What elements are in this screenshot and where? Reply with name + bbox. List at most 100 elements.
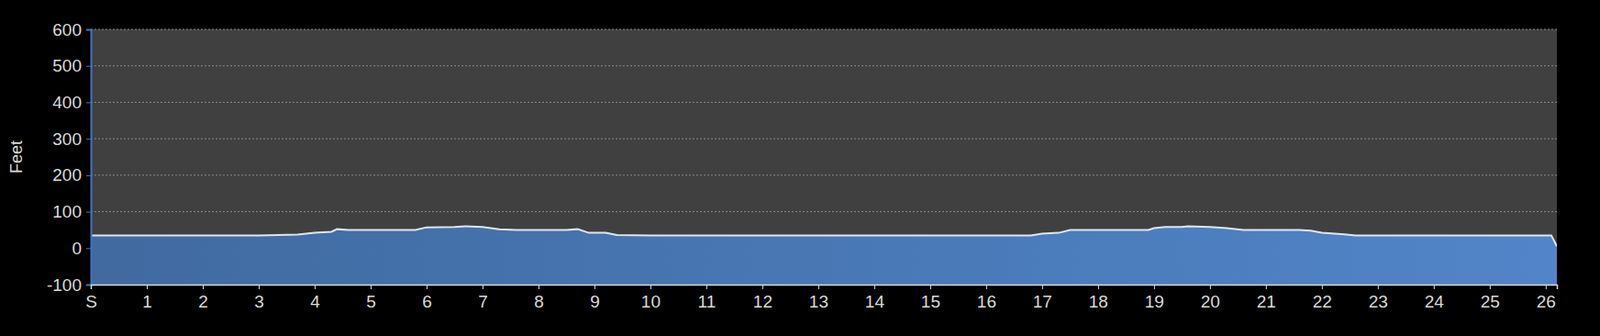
x-tick-mark	[874, 284, 876, 289]
x-tick-mark	[258, 284, 260, 289]
y-tick-mark	[86, 138, 91, 140]
x-tick: 15	[921, 284, 941, 312]
x-axis: S123456789101112131415161718192021222324…	[85, 284, 1557, 312]
x-tick-label: 13	[809, 291, 829, 312]
x-tick-mark	[426, 284, 428, 289]
y-tick-mark	[86, 247, 91, 249]
x-tick-label: 22	[1312, 291, 1333, 312]
x-tick-label: 6	[422, 291, 433, 312]
y-tick-mark	[86, 66, 91, 67]
x-tick-mark	[930, 284, 932, 289]
x-tick-label: 8	[533, 291, 545, 312]
y-tick-mark	[86, 284, 91, 286]
x-tick-label: 3	[254, 291, 265, 312]
x-tick: 5	[366, 284, 377, 312]
x-tick: 9	[589, 284, 600, 312]
x-tick-label: 17	[1033, 291, 1053, 312]
x-tick-mark	[706, 284, 708, 289]
x-axis-line	[91, 285, 1558, 290]
grid-line	[90, 29, 1557, 31]
grid-line	[90, 101, 1557, 103]
x-tick: 23	[1368, 284, 1389, 312]
x-tick-label: 5	[366, 291, 377, 312]
x-tick-label: 24	[1424, 291, 1445, 312]
x-tick-label: 20	[1200, 291, 1221, 312]
x-tick: S	[85, 284, 98, 312]
x-tick-label: 19	[1144, 291, 1165, 312]
elevation-line	[90, 225, 1557, 246]
x-tick: 16	[977, 284, 997, 312]
x-tick-label: 11	[698, 291, 717, 312]
x-tick-label: 15	[921, 291, 941, 312]
x-tick: 11	[698, 284, 717, 312]
x-tick: 1	[142, 284, 153, 312]
y-tick-mark	[86, 175, 91, 177]
plot-background	[90, 29, 1557, 285]
grid-line	[90, 211, 1557, 212]
x-tick-mark	[1489, 284, 1491, 289]
x-tick-mark	[1545, 284, 1547, 289]
y-tick-label: 300	[52, 129, 82, 149]
y-tick: 400	[52, 92, 91, 112]
x-tick-mark	[146, 284, 148, 289]
x-tick-label: 21	[1256, 291, 1277, 312]
x-tick-mark	[538, 284, 540, 289]
x-tick-label: 12	[753, 291, 773, 312]
x-tick-mark	[1098, 284, 1100, 289]
x-tick: 6	[422, 284, 433, 312]
y-tick-mark	[86, 29, 91, 31]
x-tick-mark	[1266, 284, 1267, 289]
x-tick-label: 14	[865, 291, 886, 312]
x-tick-label: 25	[1480, 291, 1500, 312]
y-tick-label: 0	[71, 238, 82, 258]
y-tick-label: -100	[46, 275, 82, 295]
grid-line	[90, 65, 1557, 67]
y-tick: 0	[71, 238, 91, 258]
x-tick: 19	[1144, 284, 1165, 312]
x-tick: 17	[1033, 284, 1053, 312]
x-tick-label: 9	[589, 291, 600, 312]
x-tick: 18	[1088, 284, 1109, 312]
x-tick-mark	[762, 284, 764, 289]
x-tick: 12	[753, 284, 773, 312]
x-tick: 2	[198, 284, 209, 312]
x-tick-mark	[1377, 284, 1379, 289]
x-tick-mark	[1210, 284, 1212, 289]
x-tick: 13	[809, 284, 829, 312]
x-tick-label: 18	[1088, 291, 1109, 312]
y-tick: 300	[52, 129, 91, 149]
x-tick-label: 2	[198, 291, 209, 312]
y-tick-label: 400	[52, 92, 82, 112]
x-tick-mark	[650, 284, 652, 289]
x-tick-mark	[986, 284, 988, 289]
x-tick: 25	[1480, 284, 1500, 312]
x-tick-mark	[90, 284, 92, 289]
elevation-area	[90, 225, 1557, 285]
x-tick: 20	[1200, 284, 1221, 312]
grid	[90, 29, 1557, 285]
x-tick-label: 4	[310, 291, 321, 312]
x-tick-mark	[314, 284, 316, 289]
x-tick-mark	[1042, 284, 1044, 289]
grid-line	[90, 138, 1557, 140]
x-tick-mark	[818, 284, 820, 289]
x-tick-mark	[1154, 284, 1156, 289]
x-tick: 7	[477, 284, 489, 312]
y-tick: -100	[46, 275, 91, 295]
y-tick-label: 500	[52, 55, 82, 76]
x-tick-label: 10	[641, 291, 661, 312]
x-tick-mark	[1433, 284, 1435, 289]
x-tick: 10	[641, 284, 661, 312]
x-tick-label: 23	[1368, 291, 1389, 312]
x-tick: 21	[1256, 284, 1277, 312]
y-tick-label: 100	[52, 201, 82, 222]
x-tick: 4	[310, 284, 321, 312]
x-tick-mark	[1322, 284, 1323, 289]
data-layer	[90, 225, 1557, 285]
plot: -1000100200300400500600S1234567891011121…	[46, 20, 1558, 312]
y-tick: 200	[52, 165, 91, 185]
y-tick-label: 600	[52, 20, 82, 40]
x-tick: 8	[533, 284, 545, 312]
x-tick-label: 7	[477, 291, 489, 312]
x-tick: 24	[1424, 284, 1445, 312]
